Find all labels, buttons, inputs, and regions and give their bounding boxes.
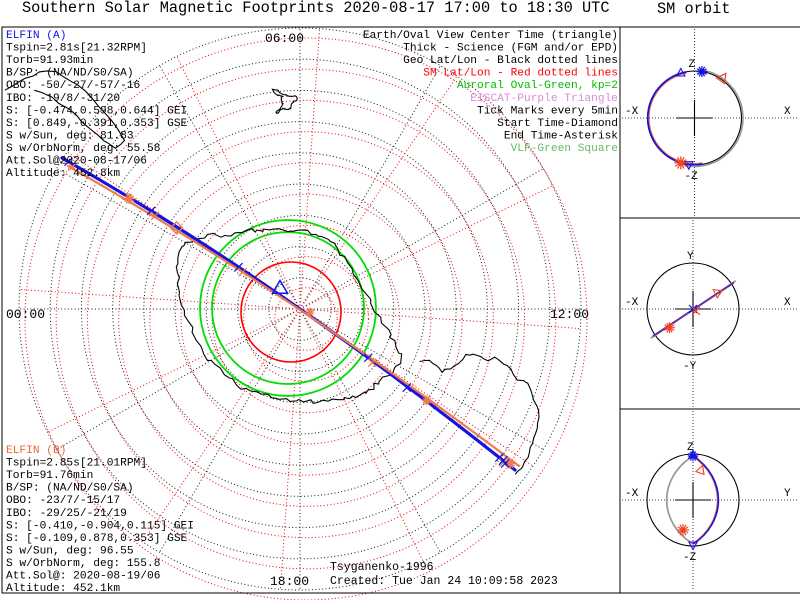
- svg-text:X: X: [784, 297, 791, 309]
- svg-text:S w/OrbNorm, deg: 155.8: S w/OrbNorm, deg: 155.8: [6, 558, 160, 570]
- svg-text:ELFIN (B): ELFIN (B): [6, 445, 66, 457]
- svg-text:06:00: 06:00: [265, 31, 304, 46]
- svg-text:Torb=91.93min: Torb=91.93min: [6, 55, 93, 67]
- svg-text:S w/Sun, deg: 96.55: S w/Sun, deg: 96.55: [6, 545, 134, 557]
- svg-text:S: [-0.474,0.598,0.644] GEI: S: [-0.474,0.598,0.644] GEI: [6, 105, 187, 117]
- svg-text:Y: Y: [687, 251, 694, 263]
- svg-text:00:00: 00:00: [6, 307, 45, 322]
- svg-text:-Y: -Y: [683, 361, 697, 373]
- svg-text:Thick - Science (FGM and/or EP: Thick - Science (FGM and/or EPD): [403, 43, 618, 55]
- svg-text:S w/Sun, deg: 81.83: S w/Sun, deg: 81.83: [6, 130, 134, 142]
- svg-text:Auroral Oval-Green, kp=2: Auroral Oval-Green, kp=2: [457, 80, 618, 92]
- svg-text:EISCAT-Purple Triangle: EISCAT-Purple Triangle: [470, 93, 618, 105]
- svg-text:12:00: 12:00: [550, 307, 589, 322]
- svg-text:Tspin=2.81s[21.32RPM]: Tspin=2.81s[21.32RPM]: [6, 43, 147, 55]
- svg-text:X: X: [784, 106, 791, 118]
- svg-text:ELFIN (A): ELFIN (A): [6, 30, 66, 42]
- svg-text:Z: Z: [687, 442, 694, 454]
- svg-text:-X: -X: [625, 488, 639, 500]
- svg-text:-Z: -Z: [685, 171, 699, 183]
- svg-text:Start Time-Diamond: Start Time-Diamond: [497, 118, 618, 130]
- svg-text:Tsyganenko-1996: Tsyganenko-1996: [330, 561, 434, 574]
- svg-text:End Time-Asterisk: End Time-Asterisk: [504, 130, 618, 142]
- svg-text:B/SP: (NA/ND/S0/SA): B/SP: (NA/ND/S0/SA): [6, 68, 134, 80]
- svg-text:S w/OrbNorm, deg: 55.58: S w/OrbNorm, deg: 55.58: [6, 143, 160, 155]
- svg-text:Created: Tue Jan 24 10:09:58 2: Created: Tue Jan 24 10:09:58 2023: [330, 575, 558, 588]
- svg-text:VLF-Green Square: VLF-Green Square: [511, 143, 618, 155]
- svg-text:Geo Lat/Lon - Black dotted lin: Geo Lat/Lon - Black dotted lines: [403, 55, 618, 67]
- svg-text:Tspin=2.85s[21.01RPM]: Tspin=2.85s[21.01RPM]: [6, 458, 147, 470]
- svg-text:SM Lat/Lon - Red dotted lines: SM Lat/Lon - Red dotted lines: [423, 68, 618, 80]
- svg-text:IBO: -29/25/-21/19: IBO: -29/25/-21/19: [6, 508, 127, 520]
- svg-text:B/SP: (NA/ND/S0/SA): B/SP: (NA/ND/S0/SA): [6, 483, 134, 495]
- svg-text:Southern Solar Magnetic Footpr: Southern Solar Magnetic Footprints 2020-…: [22, 0, 610, 17]
- svg-text:Z: Z: [689, 59, 696, 71]
- svg-text:Tick Marks every 5min: Tick Marks every 5min: [477, 105, 618, 117]
- svg-text:Att.Sol@: 2020-08-19/06: Att.Sol@: 2020-08-19/06: [6, 571, 160, 583]
- svg-text:S: [-0.109,0.878,0.353] GSE: S: [-0.109,0.878,0.353] GSE: [6, 533, 188, 545]
- svg-text:Att.Sol@2020-08-17/06: Att.Sol@2020-08-17/06: [6, 156, 147, 168]
- svg-text:Y: Y: [784, 488, 791, 500]
- svg-text:OBO: -23/7/-15/17: OBO: -23/7/-15/17: [6, 495, 120, 507]
- svg-text:Earth/Oval View Center Time (t: Earth/Oval View Center Time (triangle): [363, 30, 618, 42]
- svg-text:S: [-0.410,-0.904,0.115] GEI: S: [-0.410,-0.904,0.115] GEI: [6, 520, 194, 532]
- svg-text:IBO: -19/8/-31/20: IBO: -19/8/-31/20: [6, 93, 120, 105]
- svg-text:-Z: -Z: [683, 552, 697, 564]
- svg-text:Altitude: 452.8km: Altitude: 452.8km: [6, 168, 120, 180]
- svg-text:SM orbit: SM orbit: [657, 0, 730, 18]
- svg-text:-X: -X: [625, 106, 639, 118]
- svg-text:S: [0.849,-0.391,0.353] GSE: S: [0.849,-0.391,0.353] GSE: [6, 118, 188, 130]
- svg-text:Torb=91.76min: Torb=91.76min: [6, 470, 93, 482]
- svg-text:OBO: -50/-27/-57/-16: OBO: -50/-27/-57/-16: [6, 80, 140, 92]
- svg-text:-X: -X: [625, 297, 639, 309]
- svg-text:18:00: 18:00: [270, 574, 309, 589]
